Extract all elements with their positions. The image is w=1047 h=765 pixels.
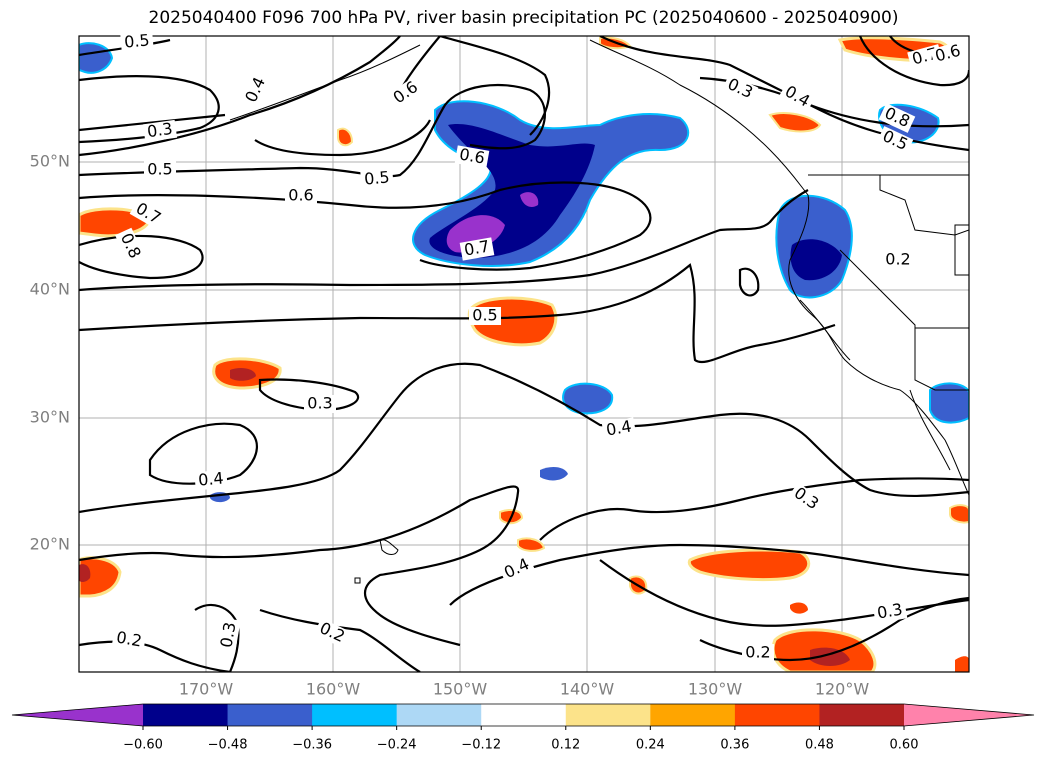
contour-label-halo bbox=[144, 161, 176, 179]
contour-label-halo bbox=[115, 227, 145, 265]
contour-label-halo bbox=[601, 417, 637, 441]
contour-label: 0.2 bbox=[115, 627, 143, 650]
contour-label: 0.5 bbox=[472, 306, 497, 325]
contour-label-halo bbox=[120, 31, 154, 53]
contour-label-halo bbox=[142, 119, 178, 143]
map-area bbox=[79, 36, 969, 672]
latitude-label: 50°N bbox=[30, 152, 70, 171]
colorbar-tick-label: −0.60 bbox=[123, 738, 163, 753]
colorbar-tick-label: 0.48 bbox=[805, 738, 834, 753]
contour-label-halo bbox=[313, 618, 351, 648]
contour-label: 0.3 bbox=[307, 394, 332, 413]
contour-label: 0.3 bbox=[146, 119, 174, 141]
contour-label-halo bbox=[285, 187, 317, 205]
latitude-label: 30°N bbox=[30, 408, 70, 427]
contour-label: 0.5 bbox=[147, 160, 172, 179]
contour-label-halo bbox=[469, 307, 501, 325]
colorbar-segment bbox=[396, 704, 482, 726]
contour-label-halo bbox=[129, 198, 167, 230]
contour-label-halo bbox=[930, 41, 966, 67]
latitude-labels: 50°N 40°N 30°N 20°N bbox=[30, 152, 70, 554]
longitude-labels: 170°W 160°W 150°W 140°W 130°W 120°W bbox=[179, 680, 870, 699]
contour-label: 0.7 bbox=[463, 236, 491, 259]
contour-label: 0.2 bbox=[885, 250, 910, 269]
contour-label-halo bbox=[882, 251, 914, 269]
colorbar-tick-label: −0.36 bbox=[292, 738, 332, 753]
contour-label-halo bbox=[217, 617, 241, 653]
contour-label: 0.5 bbox=[363, 167, 390, 188]
longitude-label: 170°W bbox=[179, 680, 234, 699]
colorbar-segment bbox=[650, 704, 736, 726]
colorbar: −0.60 −0.48 −0.36 −0.24 −0.12 0.12 0.24 0.36 0.4… bbox=[11, 703, 1035, 753]
colorbar-extend-min bbox=[12, 704, 143, 726]
contour-label-halo bbox=[304, 395, 336, 413]
contour-label-halo bbox=[778, 81, 816, 113]
colorbar-segment bbox=[312, 704, 398, 726]
colorbar-tick-label: 0.60 bbox=[890, 738, 919, 753]
contour-label: 0.5 bbox=[123, 30, 150, 51]
contour-label: 0.4 bbox=[605, 416, 633, 439]
longitude-label: 150°W bbox=[433, 680, 488, 699]
colorbar-extend-max bbox=[904, 704, 1034, 726]
colorbar-segment bbox=[481, 704, 567, 726]
contour-label-halo bbox=[787, 482, 825, 516]
longitude-label: 120°W bbox=[815, 680, 870, 699]
contour-label-halo bbox=[454, 145, 490, 169]
colorbar-tick-label: 0.36 bbox=[720, 738, 749, 753]
contour-label-halo bbox=[459, 237, 495, 261]
contour-label-halo bbox=[872, 600, 908, 624]
contour-label-halo bbox=[111, 628, 147, 652]
precip-positive-anomalies bbox=[79, 36, 969, 672]
contour-label-halo bbox=[498, 554, 536, 584]
colorbar-tick-label: −0.48 bbox=[208, 738, 248, 753]
colorbar-tick-label: 0.24 bbox=[636, 738, 665, 753]
colorbar-tick-label: −0.24 bbox=[377, 738, 417, 753]
colorbar-segment bbox=[227, 704, 313, 726]
contour-label-halo bbox=[878, 103, 916, 133]
contour-label: 0.6 bbox=[458, 144, 486, 167]
contour-label: 0.4 bbox=[197, 468, 224, 489]
contour-label-halo bbox=[241, 71, 271, 109]
latitude-label: 20°N bbox=[30, 535, 70, 554]
contour-label: 0.3 bbox=[216, 621, 239, 649]
colorbar-segment bbox=[734, 704, 820, 726]
contour-label-halo bbox=[387, 76, 425, 110]
contour-label-halo bbox=[721, 74, 759, 104]
longitude-label: 140°W bbox=[560, 680, 615, 699]
contour-label: 0.6 bbox=[288, 186, 313, 205]
colorbar-tick-label: −0.12 bbox=[461, 738, 501, 753]
map-frame bbox=[78, 35, 970, 673]
colorbar-segment bbox=[565, 704, 651, 726]
contour-label-halo bbox=[360, 168, 394, 190]
contour-label: 0.2 bbox=[745, 643, 770, 662]
coastlines bbox=[229, 39, 969, 584]
latitude-label: 40°N bbox=[30, 280, 70, 299]
contour-label: 0.3 bbox=[876, 599, 904, 622]
longitude-label: 160°W bbox=[306, 680, 361, 699]
map-title: 2025040400 F096 700 hPa PV, river basin … bbox=[148, 8, 899, 28]
contour-label-halo bbox=[194, 469, 228, 491]
colorbar-segment bbox=[143, 704, 229, 726]
longitude-label: 130°W bbox=[688, 680, 743, 699]
colorbar-segment bbox=[819, 704, 905, 726]
contour-label-halo bbox=[876, 126, 914, 156]
precip-negative-anomalies bbox=[79, 42, 969, 503]
colorbar-tick-label: 0.12 bbox=[551, 738, 580, 753]
contour-label-halo bbox=[742, 644, 774, 662]
